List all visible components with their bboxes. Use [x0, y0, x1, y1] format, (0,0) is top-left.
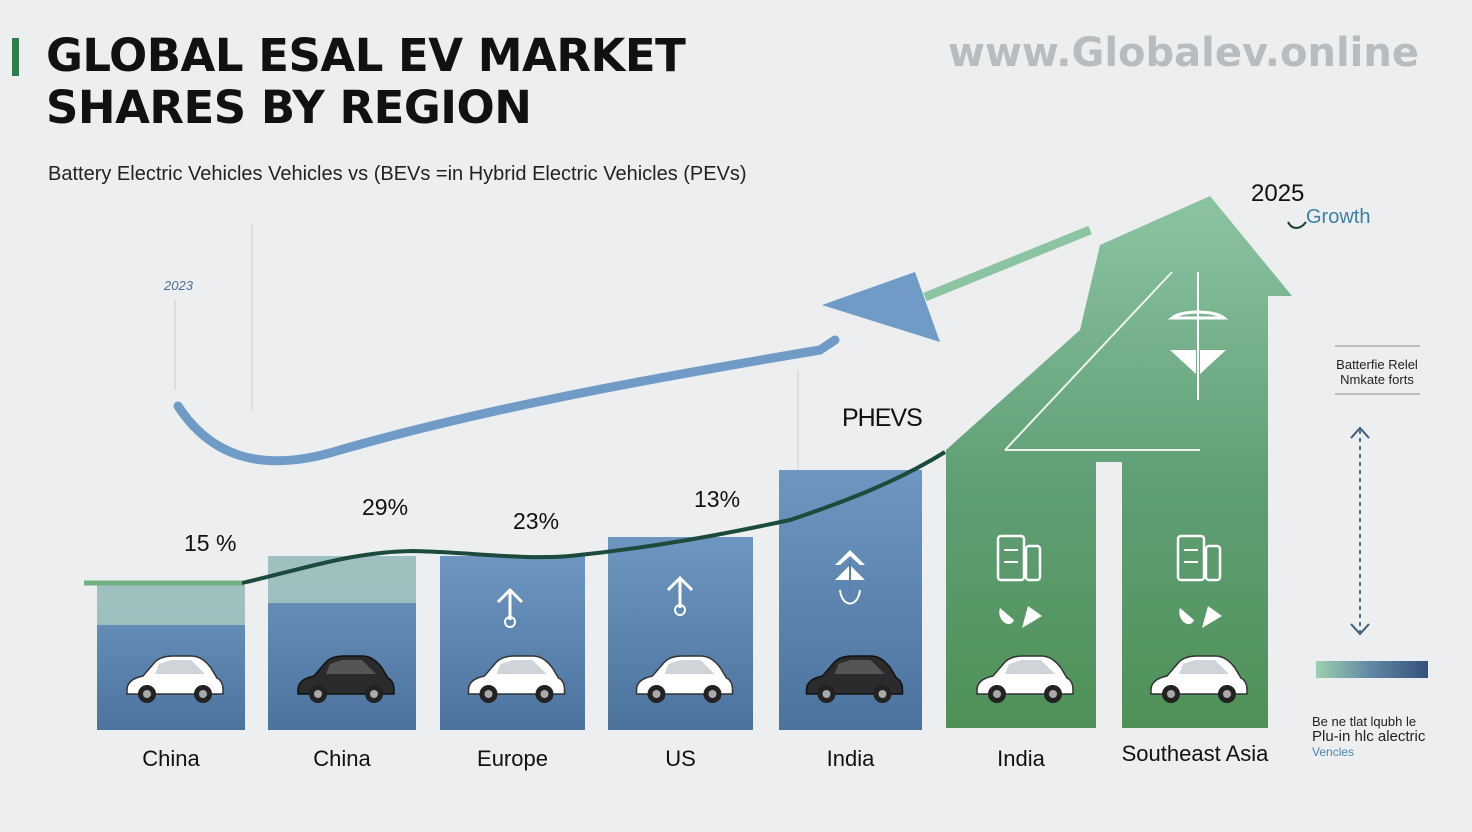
- legend-top-line-1: Batterfie Relel: [1336, 357, 1418, 372]
- legend-bottom-line-1: Be ne tlat lqubh le: [1312, 714, 1417, 729]
- watermark: www.Globalev.online: [948, 30, 1419, 76]
- bar-highlight-1: [268, 556, 416, 603]
- growth-tree-icon: [835, 550, 865, 605]
- category-label: China: [142, 746, 200, 771]
- category-label: India: [826, 746, 875, 771]
- value-label: 15 %: [184, 530, 237, 556]
- year-start-label: 2023: [164, 278, 193, 293]
- chart-subtitle: Battery Electric Vehicles Vehicles vs (B…: [48, 163, 747, 185]
- car-icon: [805, 655, 904, 703]
- value-label: 29%: [362, 494, 409, 520]
- arrow-highlight: [1004, 271, 1173, 451]
- legend-gradient-bar: [1316, 661, 1428, 678]
- car-icon: [126, 655, 224, 703]
- legend-top-text: Batterfie Relel Nmkate forts: [1330, 357, 1424, 387]
- trend-arrow-blue: [173, 335, 840, 466]
- category-label: Europe: [477, 746, 548, 771]
- growth-label: Growth: [1306, 206, 1371, 228]
- growth-arrow: [946, 196, 1292, 728]
- category-label: Southeast Asia: [1121, 741, 1269, 766]
- year-end-label: 2025: [1251, 180, 1305, 207]
- value-label: 23%: [513, 508, 560, 534]
- icon-group: [126, 272, 1248, 703]
- legend-bottom-line-3: Vencles: [1312, 745, 1355, 759]
- growth-icon: [1287, 221, 1307, 229]
- legend-top-line-2: Nmkate forts: [1340, 372, 1414, 387]
- trend-line: [84, 450, 947, 585]
- arrow-up-icon: [496, 587, 524, 628]
- car-icon: [976, 655, 1074, 703]
- page-title: GLOBAL ESAL EV MARKET SHARES BY REGION: [46, 30, 746, 134]
- arrow-head-blue: [822, 272, 940, 342]
- legend-bottom-line-2: Plu-in hlc alectric: [1312, 728, 1426, 745]
- trend-arrow-green: [923, 225, 1092, 302]
- car-icon: [635, 655, 734, 703]
- category-label: US: [665, 746, 696, 771]
- car-icon: [1150, 655, 1248, 703]
- plug-icon: [999, 606, 1042, 628]
- arrow-down-icon: [1350, 623, 1370, 636]
- title-line-2: SHARES BY REGION: [46, 81, 532, 134]
- arrow-up-icon: [1350, 426, 1370, 439]
- value-label: 13%: [694, 486, 741, 512]
- pevs-label: PHEVS: [842, 404, 923, 432]
- charging-station-icon: [1176, 534, 1222, 582]
- title-accent-bar: [12, 38, 19, 76]
- car-icon: [297, 655, 395, 703]
- category-label: India: [997, 746, 1045, 771]
- bar-3: [608, 537, 753, 730]
- bar-highlight-0: [97, 585, 245, 625]
- bar-2: [440, 556, 585, 730]
- legend-bottom-text: Be ne tlat lqubh le Plu-in hlc alectric …: [1312, 714, 1452, 760]
- plug-icon: [1179, 606, 1222, 628]
- car-icon: [467, 655, 566, 703]
- charging-station-icon: [996, 534, 1042, 582]
- charger-plug-icon: [1167, 272, 1229, 400]
- arrow-up-icon: [666, 575, 694, 616]
- category-label: China: [313, 746, 371, 771]
- title-line-1: GLOBAL ESAL EV MARKET: [46, 29, 686, 82]
